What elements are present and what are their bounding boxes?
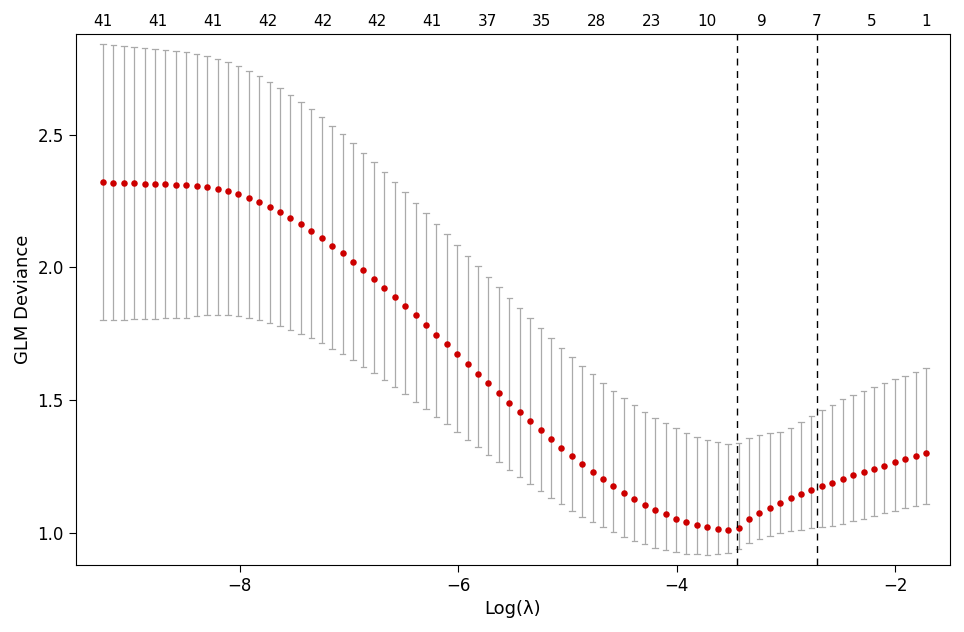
Point bbox=[856, 467, 871, 477]
Point bbox=[293, 219, 308, 229]
X-axis label: Log(λ): Log(λ) bbox=[485, 600, 541, 618]
Point bbox=[752, 508, 767, 518]
Point bbox=[720, 525, 736, 535]
Point bbox=[533, 425, 549, 435]
Point bbox=[845, 470, 861, 480]
Point bbox=[637, 499, 653, 509]
Point bbox=[262, 202, 278, 212]
Point bbox=[575, 459, 590, 469]
Point bbox=[522, 416, 538, 426]
Point bbox=[648, 505, 663, 515]
Point bbox=[492, 388, 507, 398]
Point bbox=[804, 485, 819, 495]
Point bbox=[345, 257, 361, 267]
Point bbox=[908, 451, 924, 461]
Point bbox=[418, 320, 434, 330]
Point bbox=[835, 474, 850, 484]
Point bbox=[304, 226, 319, 236]
Point bbox=[460, 359, 475, 369]
Point bbox=[512, 407, 527, 417]
Point bbox=[429, 330, 444, 340]
Point bbox=[137, 179, 152, 189]
Point bbox=[335, 248, 350, 258]
Point bbox=[501, 398, 517, 408]
Point bbox=[200, 181, 215, 191]
Point bbox=[314, 233, 330, 243]
Point bbox=[793, 489, 809, 499]
Point bbox=[689, 520, 705, 530]
Point bbox=[189, 181, 204, 191]
Point bbox=[116, 178, 131, 188]
Point bbox=[815, 481, 830, 491]
Point bbox=[887, 458, 902, 468]
Point bbox=[325, 241, 340, 251]
Point bbox=[585, 467, 601, 477]
Point bbox=[470, 368, 486, 379]
Point bbox=[387, 291, 402, 301]
Point bbox=[867, 464, 882, 474]
Point bbox=[220, 186, 235, 196]
Point bbox=[741, 514, 757, 524]
Point bbox=[763, 502, 778, 513]
Point bbox=[772, 498, 788, 508]
Point bbox=[366, 274, 382, 284]
Point bbox=[657, 509, 673, 520]
Point bbox=[876, 461, 892, 471]
Point bbox=[397, 301, 413, 311]
Point bbox=[168, 179, 183, 190]
Point bbox=[241, 193, 256, 203]
Point bbox=[700, 522, 715, 532]
Point bbox=[596, 474, 611, 484]
Point bbox=[544, 434, 559, 444]
Point bbox=[710, 524, 725, 534]
Point bbox=[481, 379, 496, 389]
Point bbox=[919, 448, 934, 458]
Point bbox=[668, 513, 683, 523]
Point bbox=[126, 178, 142, 188]
Point bbox=[731, 523, 746, 533]
Y-axis label: GLM Deviance: GLM Deviance bbox=[13, 234, 32, 364]
Point bbox=[210, 183, 226, 193]
Point bbox=[158, 179, 174, 190]
Point bbox=[616, 488, 631, 498]
Point bbox=[439, 339, 454, 349]
Point bbox=[178, 180, 194, 190]
Point bbox=[377, 283, 392, 293]
Point bbox=[824, 478, 840, 488]
Point bbox=[106, 178, 121, 188]
Point bbox=[449, 349, 465, 359]
Point bbox=[605, 481, 621, 491]
Point bbox=[627, 494, 642, 504]
Point bbox=[282, 213, 298, 223]
Point bbox=[408, 310, 423, 320]
Point bbox=[273, 207, 288, 217]
Point bbox=[897, 454, 913, 465]
Point bbox=[252, 197, 267, 207]
Point bbox=[356, 265, 371, 275]
Point bbox=[564, 451, 579, 461]
Point bbox=[679, 517, 694, 527]
Point bbox=[783, 494, 798, 504]
Point bbox=[553, 442, 569, 453]
Point bbox=[230, 189, 246, 199]
Point bbox=[147, 179, 163, 189]
Point bbox=[95, 178, 111, 188]
